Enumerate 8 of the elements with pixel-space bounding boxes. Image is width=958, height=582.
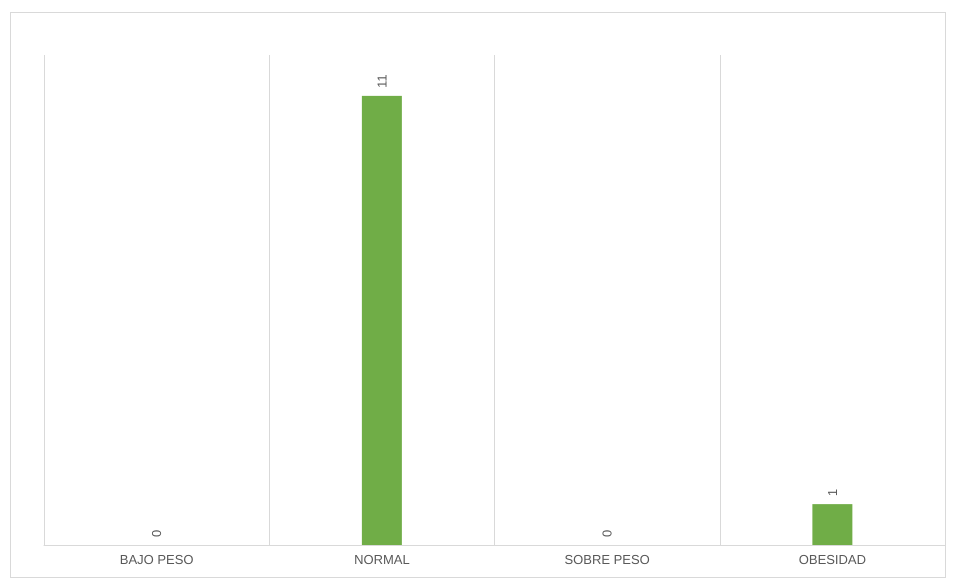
x-tick-label: SOBRE PESO bbox=[564, 552, 650, 567]
x-tick-label: NORMAL bbox=[354, 552, 410, 567]
data-label: 11 bbox=[374, 74, 390, 88]
data-label: 0 bbox=[149, 530, 164, 537]
x-tick-label: BAJO PESO bbox=[120, 552, 194, 567]
data-label: 0 bbox=[600, 530, 615, 537]
data-label: 1 bbox=[824, 488, 840, 496]
x-tick-label: OBESIDAD bbox=[798, 552, 866, 567]
